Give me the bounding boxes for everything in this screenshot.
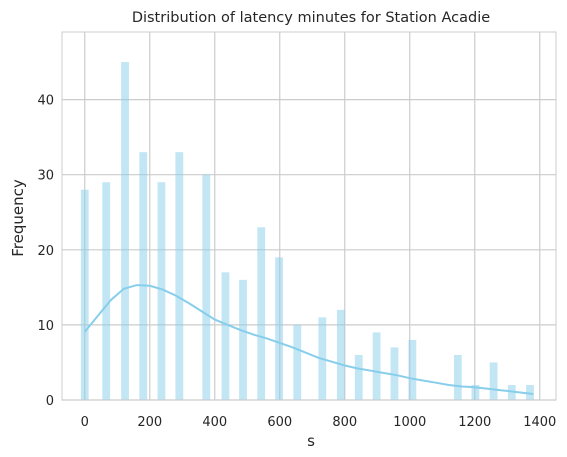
histogram-bar	[257, 227, 265, 400]
grid-lines	[62, 32, 556, 400]
x-tick-label: 1400	[523, 415, 556, 430]
y-tick-labels: 0 10 20 30 40	[37, 94, 54, 409]
histogram-bar	[202, 175, 210, 400]
x-tick-label: 800	[332, 415, 357, 430]
histogram-bar	[121, 62, 129, 400]
histogram-bar	[275, 257, 283, 400]
histogram-bar	[337, 310, 345, 400]
x-tick-labels: 0 200 400 600 800 1000 1200 1400	[81, 415, 557, 430]
x-axis-label: s	[307, 432, 315, 450]
histogram-bar	[81, 190, 89, 400]
kde-curve	[85, 285, 534, 394]
x-tick-label: 200	[137, 415, 162, 430]
histogram-bar	[102, 182, 110, 400]
histogram-bar	[373, 332, 381, 400]
y-tick-label: 20	[37, 244, 54, 259]
x-tick-label: 600	[267, 415, 292, 430]
histogram-bar	[355, 355, 363, 400]
y-tick-label: 0	[46, 394, 54, 409]
histogram-bar	[175, 152, 183, 400]
histogram-bar	[222, 272, 230, 400]
x-tick-label: 400	[202, 415, 227, 430]
plot-frame	[62, 32, 556, 400]
y-tick-label: 40	[37, 94, 54, 109]
histogram-bars	[81, 62, 534, 400]
histogram-bar	[139, 152, 147, 400]
y-tick-label: 30	[37, 169, 54, 184]
x-tick-label: 1200	[458, 415, 491, 430]
histogram-bar	[408, 340, 416, 400]
histogram-bar	[293, 325, 301, 400]
x-tick-label: 1000	[393, 415, 426, 430]
histogram-bar	[239, 280, 247, 400]
chart-title: Distribution of latency minutes for Stat…	[132, 10, 490, 26]
histogram-bar	[490, 362, 498, 400]
x-tick-label: 0	[81, 415, 89, 430]
histogram-bar	[454, 355, 462, 400]
y-axis-label: Frequency	[9, 179, 27, 257]
y-tick-label: 10	[37, 319, 54, 334]
